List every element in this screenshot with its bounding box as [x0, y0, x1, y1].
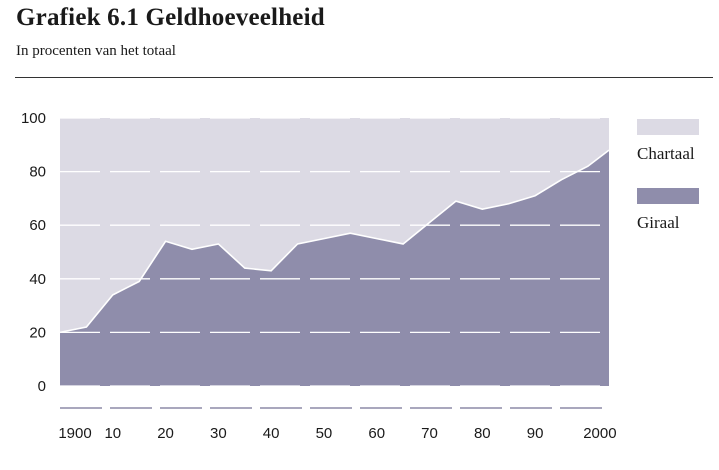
title-divider: [15, 77, 713, 78]
x-tick-label: 1900: [58, 425, 91, 442]
x-tick-label: 30: [210, 425, 227, 442]
x-tick-label: 2000: [583, 425, 616, 442]
y-tick-label: 40: [29, 271, 46, 288]
y-tick-label: 20: [29, 324, 46, 341]
x-tick-label: 50: [316, 425, 333, 442]
giraal-area: [60, 150, 609, 386]
y-tick-label: 0: [38, 378, 46, 395]
y-tick-label: 80: [29, 164, 46, 181]
x-tick-label: 20: [157, 425, 174, 442]
legend-label-chartaal: Chartaal: [637, 144, 695, 163]
giraal-boundary-line: [59, 149, 610, 334]
x-tick-label: 80: [474, 425, 491, 442]
x-tick-label: 60: [368, 425, 385, 442]
x-tick-label: 10: [104, 425, 121, 442]
x-tick-label: 40: [263, 425, 280, 442]
x-tick-label: 70: [421, 425, 438, 442]
legend-swatch-giraal: [637, 188, 699, 204]
legend-swatch-chartaal: [637, 119, 699, 135]
y-tick-label: 60: [29, 217, 46, 234]
y-tick-label: 100: [21, 110, 46, 127]
chart-title: Grafiek 6.1 Geldhoeveelheid: [16, 4, 325, 31]
x-tick-label: 90: [527, 425, 544, 442]
legend-label-giraal: Giraal: [637, 213, 680, 232]
chart-subtitle: In procenten van het totaal: [16, 43, 176, 59]
